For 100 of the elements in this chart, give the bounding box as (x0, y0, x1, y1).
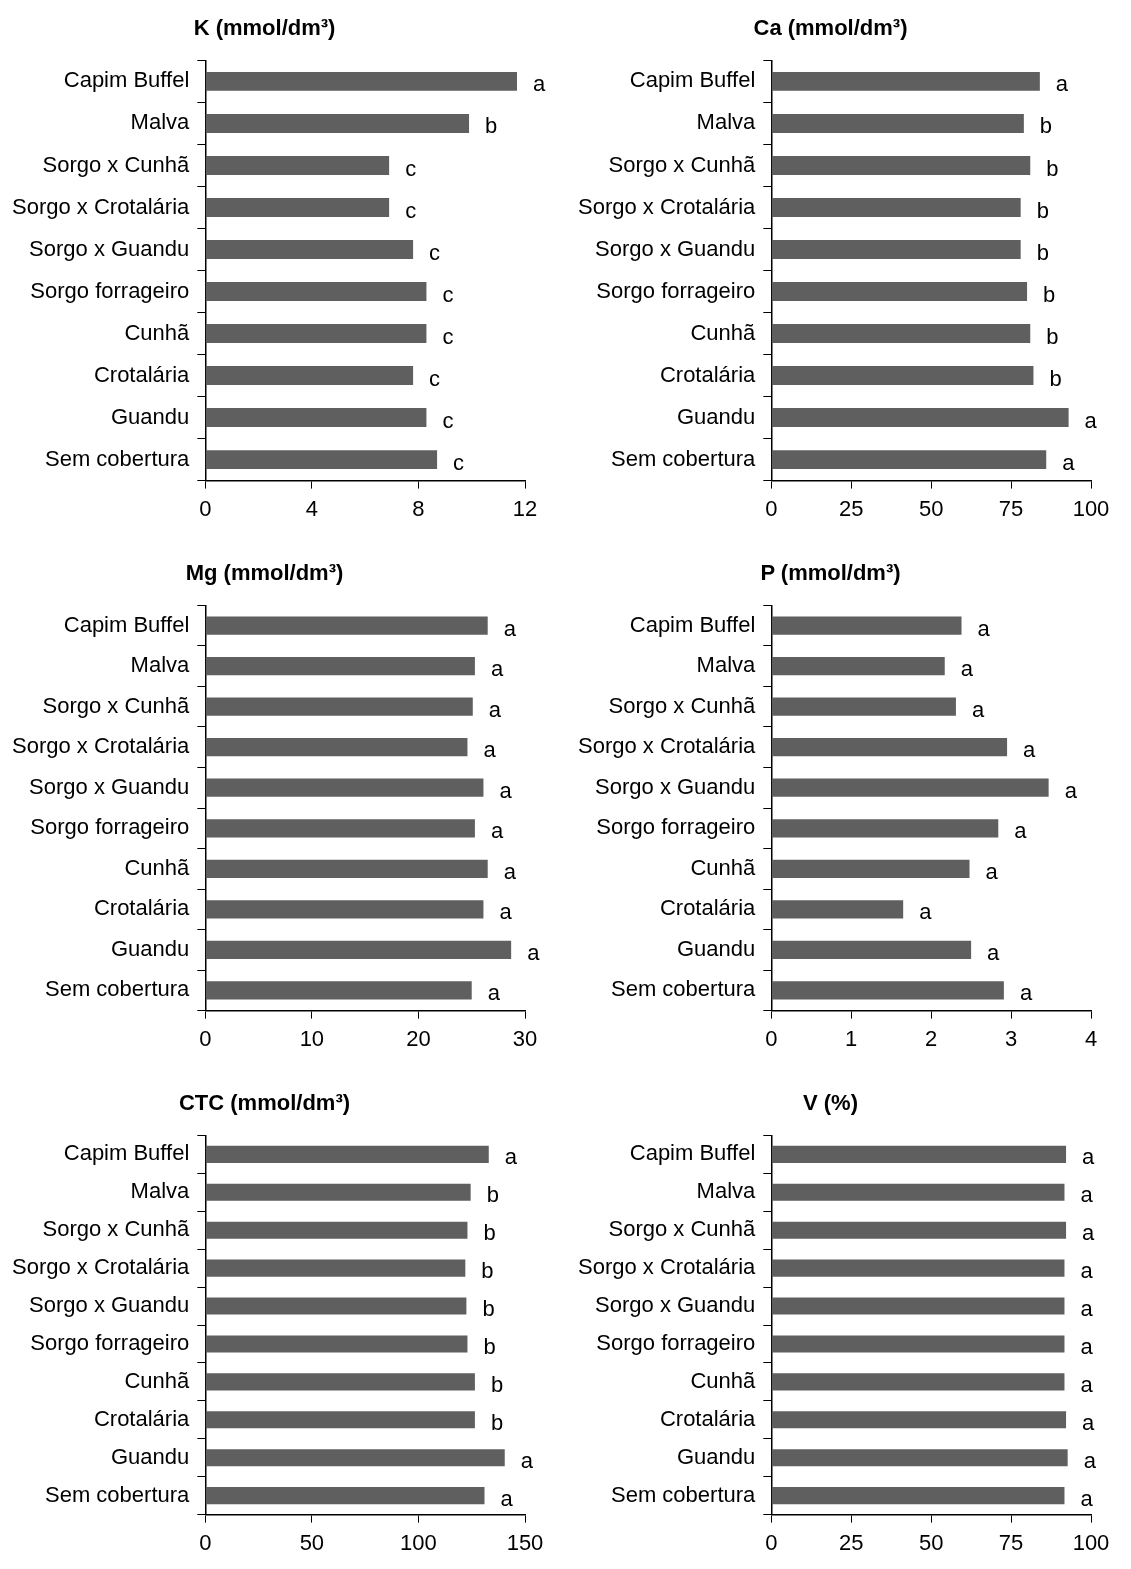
x-tick-label: 0 (199, 1025, 212, 1051)
x-tick-label: 75 (998, 495, 1024, 521)
bar (205, 282, 427, 301)
annotation: a (1080, 1258, 1094, 1284)
annotation: c (453, 449, 465, 475)
annotation: a (1082, 1409, 1096, 1435)
bar (205, 198, 390, 217)
bar (771, 940, 972, 959)
y-tick-label: Sorgo x Crotalária (577, 193, 757, 219)
annotation: c (442, 323, 454, 349)
y-tick-label: Capim Buffel (629, 611, 756, 637)
annotation: b (1036, 197, 1049, 223)
annotation: a (971, 696, 985, 722)
y-tick-label: Sorgo x Guandu (595, 1292, 756, 1318)
y-tick-label: Sorgo forrageiro (596, 277, 756, 303)
annotation: a (1084, 407, 1098, 433)
bar (771, 366, 1034, 385)
y-tick-label: Sorgo x Cunhã (608, 151, 757, 177)
annotation: c (429, 365, 441, 391)
x-tick-label: 50 (918, 1529, 944, 1555)
y-tick-label: Sorgo x Cunhã (608, 692, 757, 718)
annotation: a (1014, 818, 1028, 844)
annotation: b (490, 1409, 504, 1435)
y-tick-label: Capim Buffel (629, 1140, 756, 1166)
y-tick-label: Sorgo forrageiro (596, 814, 756, 840)
y-tick-label: Sorgo x Guandu (29, 1292, 190, 1318)
annotation: a (1080, 1182, 1094, 1208)
bar (205, 1411, 475, 1429)
y-tick-label: Sem cobertura (45, 976, 191, 1002)
x-tick-label: 30 (512, 1025, 538, 1051)
y-tick-label: Sorgo x Cunhã (42, 692, 191, 718)
y-tick-label: Malva (130, 1178, 191, 1204)
y-tick-label: Guandu (111, 403, 190, 429)
bar (771, 900, 904, 919)
annotation: b (483, 1220, 496, 1246)
annotation: a (483, 737, 497, 763)
y-tick-label: Sem cobertura (45, 1481, 191, 1507)
annotation: a (1023, 737, 1037, 763)
y-tick-label: Cunhã (124, 854, 191, 880)
bar (771, 198, 1021, 217)
bar (771, 697, 956, 716)
annotation: b (490, 1371, 504, 1397)
y-tick-label: Sem cobertura (611, 1481, 757, 1507)
y-tick-label: Sem cobertura (611, 976, 757, 1002)
y-tick-label: Crotalária (659, 895, 757, 921)
bar (771, 450, 1047, 470)
annotation: a (1080, 1296, 1094, 1322)
bar (205, 366, 414, 385)
annotation: a (499, 899, 513, 925)
bar (771, 981, 1004, 1000)
bar (205, 1145, 489, 1163)
y-tick-label: Crotalária (93, 1405, 191, 1431)
chart-title: Ca (mmol/dm³) (753, 15, 908, 41)
bar (205, 1221, 468, 1239)
y-tick-label: Crotalária (659, 1405, 757, 1431)
y-tick-label: Sorgo forrageiro (30, 814, 190, 840)
annotation: b (486, 1182, 499, 1208)
annotation: a (503, 858, 517, 884)
annotation: a (985, 858, 999, 884)
x-tick-label: 0 (765, 1025, 778, 1051)
x-tick-label: 150 (506, 1529, 544, 1555)
y-tick-label: Sorgo x Crotalária (577, 733, 757, 759)
bar (205, 113, 470, 133)
x-tick-label: 50 (918, 495, 944, 521)
y-tick-label: Capim Buffel (63, 1140, 190, 1166)
y-tick-label: Malva (696, 109, 757, 135)
x-tick-label: 0 (199, 1529, 212, 1555)
x-tick-label: 1 (845, 1025, 858, 1051)
y-tick-label: Cunhã (124, 1367, 191, 1393)
annotation: b (482, 1296, 495, 1322)
bar (205, 1335, 468, 1353)
x-tick-label: 20 (406, 1025, 431, 1051)
x-tick-label: 50 (299, 1529, 325, 1555)
bar (771, 324, 1031, 343)
annotation: b (1043, 281, 1056, 307)
y-tick-label: Sorgo x Crotalária (11, 1254, 191, 1280)
bar (771, 819, 999, 838)
x-tick-label: 0 (765, 1529, 778, 1555)
y-tick-label: Cunhã (124, 319, 191, 345)
y-tick-label: Crotalária (659, 361, 757, 387)
chart-title: CTC (mmol/dm³) (178, 1090, 351, 1116)
x-tick-label: 0 (199, 495, 212, 521)
y-tick-label: Sem cobertura (611, 445, 757, 471)
annotation: a (1083, 1447, 1097, 1473)
y-tick-label: Sorgo x Crotalária (577, 1254, 757, 1280)
bar (771, 657, 945, 676)
y-tick-label: Sorgo x Guandu (29, 773, 190, 799)
bar (205, 156, 390, 175)
y-tick-label: Malva (696, 652, 757, 678)
annotation: a (1080, 1371, 1094, 1397)
annotation: a (987, 939, 1001, 965)
bar (205, 1373, 475, 1391)
y-tick-label: Sem cobertura (45, 445, 191, 471)
annotation: a (977, 615, 991, 641)
y-tick-label: Malva (130, 109, 191, 135)
x-tick-label: 4 (1084, 1025, 1098, 1051)
y-tick-label: Cunhã (690, 319, 757, 345)
y-tick-label: Sorgo x Cunhã (42, 151, 191, 177)
annotation: b (1036, 239, 1049, 265)
y-tick-label: Malva (130, 652, 191, 678)
